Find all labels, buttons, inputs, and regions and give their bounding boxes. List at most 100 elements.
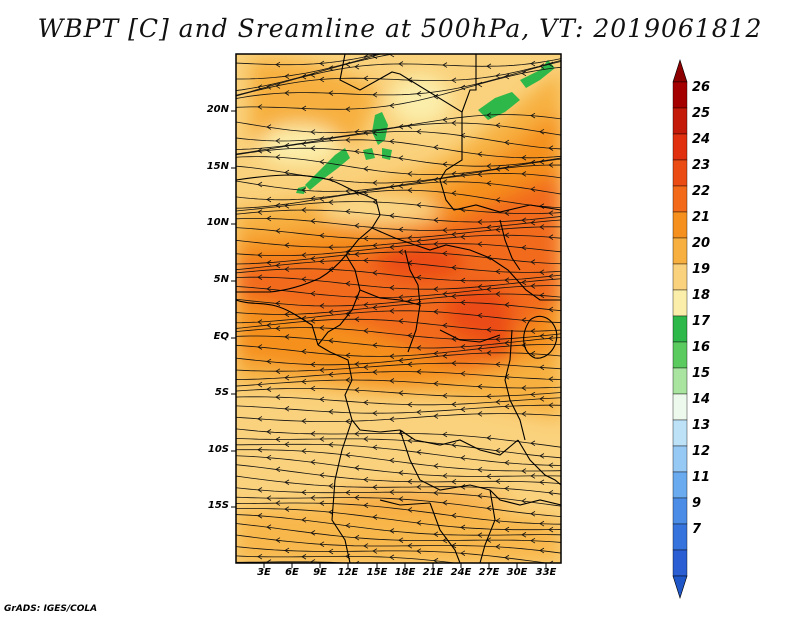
streamline-arrow [416,274,422,281]
lat-label: 15S [207,500,229,511]
streamline-arrow [504,485,510,492]
streamline-arrow [389,213,395,219]
streamline-arrow [257,147,263,154]
streamline-arrow [390,34,394,39]
streamline-arrow [389,353,395,359]
streamline-arrow [433,217,439,223]
streamline-arrow [257,381,263,388]
streamline-arrow [389,489,395,495]
streamline-arrow [284,406,290,412]
streamline-arrow [363,130,369,136]
streamline-arrow [275,300,281,307]
lat-label: EQ [213,331,229,342]
streamline-arrow [548,462,554,468]
streamline-arrow [389,416,395,423]
colorbar-label: 13 [692,418,711,433]
streamline-arrow [460,172,466,178]
streamline-arrow [328,65,334,71]
streamline-arrow [319,325,325,331]
streamline-arrow [355,560,360,563]
streamline-arrow [310,145,316,151]
streamline-arrow [433,241,439,247]
streamline-arrow [549,34,553,39]
streamline [236,449,561,472]
streamline-arrow [416,449,422,455]
streamline [236,147,561,167]
streamline-arrow [310,255,316,262]
streamline-arrow [486,112,492,118]
grads-credit: GrADS: IGES/COLA [4,604,98,614]
axis-ticks [231,110,547,568]
streamline-arrow [284,73,290,80]
streamline-arrow [521,244,527,251]
streamline-arrow [407,235,413,241]
streamline-arrow [284,242,290,249]
streamline-arrow [275,154,281,160]
streamline-arrow [319,367,325,373]
streamline-arrow [389,528,395,534]
streamline [236,310,561,324]
streamline-arrow [504,210,510,216]
streamline-arrow [531,580,535,585]
streamline-arrow [354,148,360,155]
streamline-arrow [389,308,395,314]
streamline-arrow [345,452,351,458]
colorbar-segment [672,497,688,525]
streamline-arrow [522,11,526,16]
streamline-arrow [416,409,422,415]
streamline-arrow [416,128,422,135]
streamline-arrow [451,264,457,271]
streamline-arrow [354,316,360,322]
streamline-arrow [521,279,527,286]
streamline-arrow [433,557,439,563]
streamline-arrow [284,266,290,272]
streamline [236,268,561,282]
streamline-arrow [504,277,510,283]
streamline [236,234,561,248]
streamline-arrow [372,130,378,136]
streamline-arrow [521,70,527,77]
streamline-arrow [363,436,369,442]
streamline-arrow [407,543,413,549]
streamline [236,172,561,192]
streamline-arrow [363,166,369,172]
colorbar-segment [672,367,688,395]
streamline-arrow [275,368,281,374]
streamline-arrow [548,526,554,533]
streamline-arrow [451,231,457,238]
streamline [236,455,561,477]
streamline-arrow [266,358,272,365]
streamline-arrow [504,554,510,561]
streamline-arrow [399,43,403,48]
streamline-arrow [257,487,263,493]
streamline-arrow [398,470,404,476]
streamline-arrow [275,262,281,269]
streamline-arrow [521,498,527,504]
streamline-arrow [477,284,483,290]
streamline-arrow [548,162,554,168]
streamline-arrow [328,199,334,206]
streamline-arrow [363,302,369,308]
streamline-arrow [345,106,351,112]
colorbar-segment [672,211,688,239]
streamline-arrow [407,438,413,444]
streamline-arrow [266,495,272,501]
streamline [236,251,561,265]
streamline-arrow [319,436,325,442]
streamline-arrow [372,180,378,186]
streamline-arrow [460,370,466,377]
streamline-arrow [531,10,535,15]
streamline [236,114,561,134]
streamline-arrow [504,340,510,346]
streamline-arrow [548,306,554,313]
streamline-arrow [310,385,316,392]
streamline-arrow [372,270,378,276]
streamline-arrow [460,406,466,413]
streamline-arrow [539,333,545,339]
streamline [236,59,561,97]
streamline-arrow [477,81,483,88]
colorbar-label: 12 [692,444,711,459]
streamline-arrow [539,159,545,165]
streamline [236,131,561,150]
streamline-arrow [266,559,272,563]
